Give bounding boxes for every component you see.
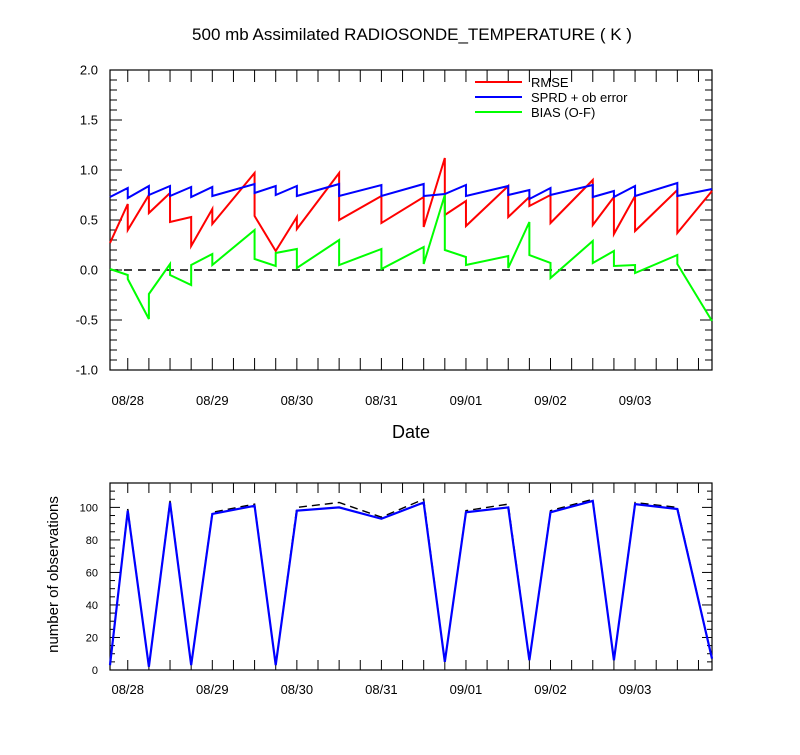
bottom-ytick-label: 80 xyxy=(86,535,98,547)
bottom-xtick-label: 08/28 xyxy=(111,682,144,697)
chart-title: 500 mb Assimilated RADIOSONDE_TEMPERATUR… xyxy=(192,25,632,44)
top-ytick-label: 2.0 xyxy=(80,63,98,78)
top-ytick-label: -0.5 xyxy=(76,313,98,328)
bottom-xtick-label: 09/01 xyxy=(450,682,483,697)
top-ytick-label: 1.0 xyxy=(80,163,98,178)
obs-used-series-line xyxy=(108,499,714,667)
top-ytick-label: 0.0 xyxy=(80,263,98,278)
bottom-ytick-label: 20 xyxy=(86,632,98,644)
bottom-xtick-label: 08/29 xyxy=(196,682,229,697)
obs-total-series-line xyxy=(109,498,713,667)
bias-series-line xyxy=(109,194,713,322)
top-ytick-label: -1.0 xyxy=(76,363,98,378)
bottom-ytick-label: 40 xyxy=(86,600,98,612)
top-ytick-label: 1.5 xyxy=(80,113,98,128)
legend-label-bias: BIAS (O-F) xyxy=(531,105,595,120)
legend-label-sprd: SPRD + ob error xyxy=(531,90,628,105)
top-xtick-label: 08/28 xyxy=(111,393,144,408)
bottom-xtick-label: 08/31 xyxy=(365,682,398,697)
bottom-xtick-label: 09/02 xyxy=(534,682,567,697)
top-xtick-label: 09/01 xyxy=(450,393,483,408)
bottom-xtick-label: 09/03 xyxy=(619,682,652,697)
top-x-axis-label: Date xyxy=(392,422,430,442)
rmse-series-line xyxy=(109,157,713,253)
bottom-xtick-label: 08/30 xyxy=(281,682,314,697)
top-ytick-label: 0.5 xyxy=(80,213,98,228)
top-xtick-label: 08/29 xyxy=(196,393,229,408)
bottom-y-axis-label: number of observations xyxy=(45,496,62,653)
bottom-ytick-label: 0 xyxy=(92,665,98,677)
sprd-series-line xyxy=(109,181,713,201)
bottom-plot-frame xyxy=(109,482,713,671)
top-xtick-label: 08/31 xyxy=(365,393,398,408)
bottom-ytick-label: 60 xyxy=(86,567,98,579)
top-xtick-label: 09/02 xyxy=(534,393,567,408)
top-xtick-label: 09/03 xyxy=(619,393,652,408)
top-xtick-label: 08/30 xyxy=(281,393,314,408)
legend-label-rmse: RMSE xyxy=(531,75,569,90)
bottom-ytick-label: 100 xyxy=(80,502,98,514)
